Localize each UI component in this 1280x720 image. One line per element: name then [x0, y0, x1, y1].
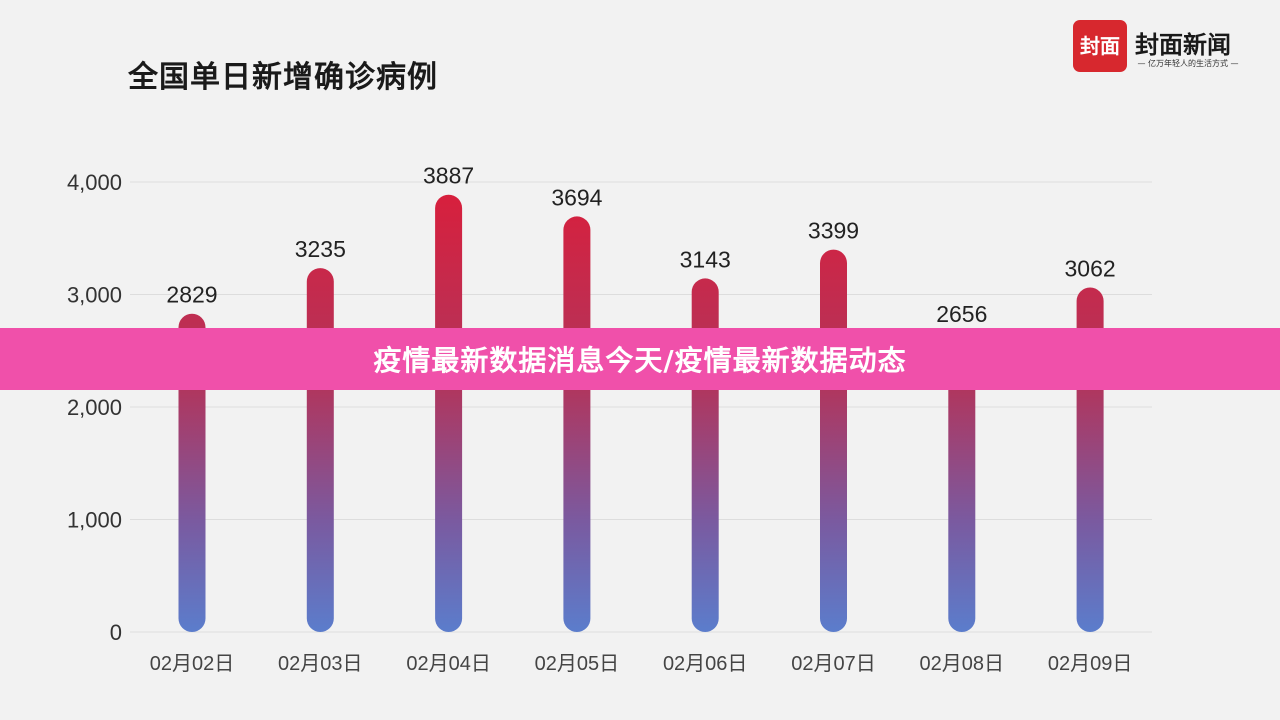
- data-label: 3143: [680, 246, 731, 272]
- x-category-label: 02月03日: [278, 653, 363, 675]
- bar: [820, 249, 847, 633]
- bar: [948, 333, 976, 632]
- x-category-label: 02月02日: [150, 653, 235, 675]
- chart-title: 全国单日新增确诊病例: [128, 60, 438, 95]
- y-tick-label: 4,000: [67, 170, 122, 195]
- x-category-label: 02月04日: [406, 653, 491, 675]
- publisher-logo: 封面 封面新闻 — 亿万年轻人的生活方式 —: [1073, 20, 1243, 76]
- y-axis-ticks: 0 1,000 2,000 3,000 4,000: [67, 170, 122, 645]
- logo-name: 封面新闻: [1135, 30, 1231, 59]
- data-label: 2829: [166, 282, 217, 308]
- grid-lines: [130, 181, 1152, 633]
- bar: [306, 268, 334, 632]
- y-tick-label: 0: [110, 620, 122, 645]
- data-label: 3399: [808, 218, 859, 244]
- y-tick-label: 2,000: [67, 395, 122, 420]
- y-tick-label: 1,000: [67, 508, 122, 533]
- data-label: 3887: [423, 163, 474, 189]
- x-category-label: 02月06日: [663, 653, 748, 675]
- headline-banner: 疫情最新数据消息今天/疫情最新数据动态: [0, 328, 1280, 390]
- x-category-label: 02月08日: [920, 653, 1005, 675]
- x-category-label: 02月09日: [1048, 653, 1133, 675]
- data-label: 2656: [936, 301, 987, 327]
- x-axis-categories: 02月02日 02月03日 02月04日 02月05日 02月06日 02月07日 02月0…: [150, 653, 1133, 675]
- data-label: 3694: [551, 184, 602, 210]
- banner-text: 疫情最新数据消息今天/疫情最新数据动态: [373, 344, 907, 377]
- data-labels: 2829 3235 3887 3694 3143 3399 2656 3062: [166, 163, 1115, 327]
- logo-badge: 封面: [1073, 20, 1127, 72]
- data-label: 3235: [295, 236, 346, 262]
- data-label: 3062: [1065, 256, 1116, 282]
- bar: [563, 216, 591, 633]
- x-category-label: 02月05日: [535, 653, 620, 675]
- bar: [435, 194, 463, 632]
- bar: [178, 313, 206, 632]
- logo-slogan: — 亿万年轻人的生活方式 —: [1137, 59, 1239, 68]
- x-category-label: 02月07日: [791, 653, 876, 675]
- y-tick-label: 3,000: [67, 283, 122, 308]
